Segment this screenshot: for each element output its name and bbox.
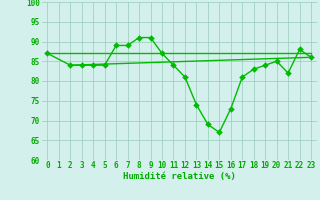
X-axis label: Humidité relative (%): Humidité relative (%) [123, 172, 236, 181]
